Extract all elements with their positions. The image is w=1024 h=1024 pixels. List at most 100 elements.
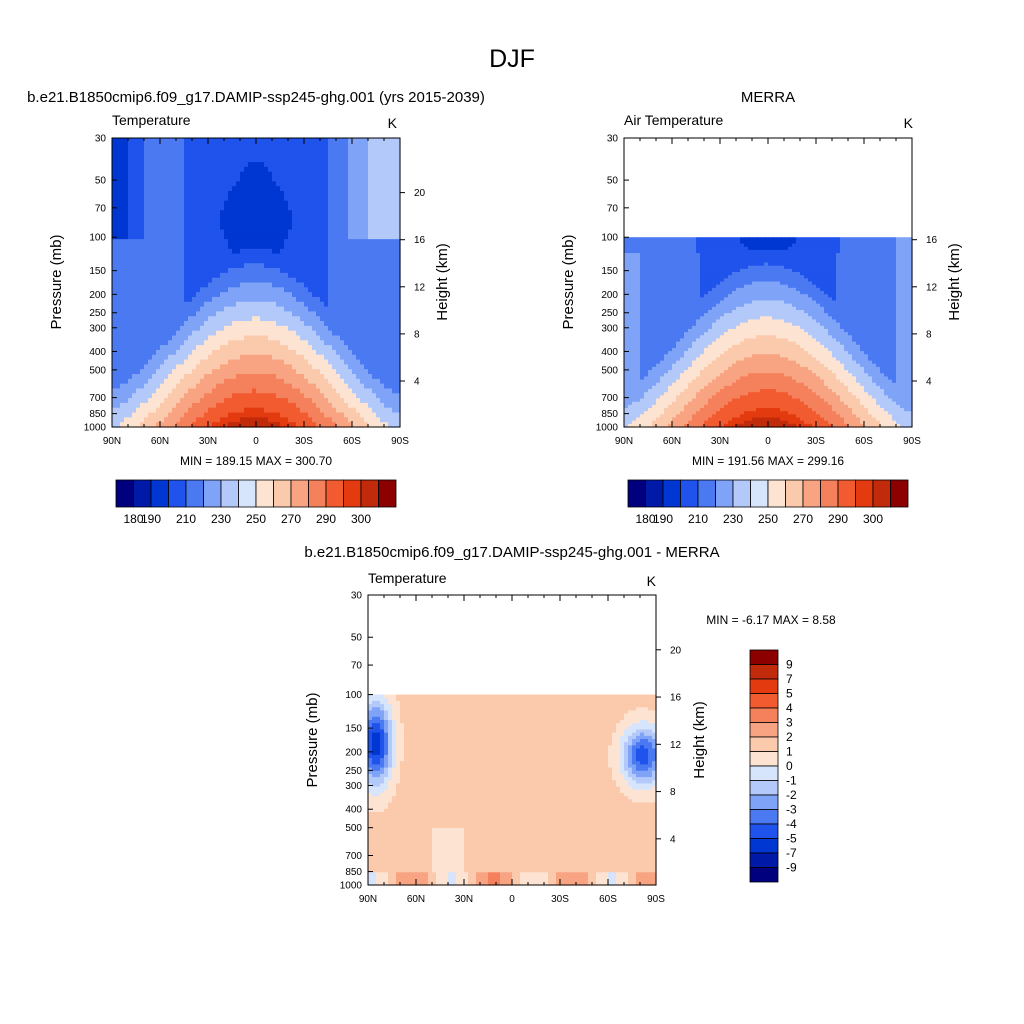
model-temp-cell [288, 345, 293, 351]
model-temp-cell [216, 190, 221, 197]
model-temp-cell [364, 287, 369, 293]
model-temp-cell [164, 301, 169, 308]
model-temp-cell [120, 138, 125, 144]
model-temp-cell [356, 224, 361, 231]
model-temp-cell [152, 340, 157, 346]
model-temp-cell [140, 398, 145, 404]
model-temp-cell [228, 306, 233, 312]
model-temp-cell [248, 219, 253, 226]
model-temp-cell [232, 354, 237, 361]
model-temp-cell [212, 287, 217, 293]
y-tick-label: 200 [89, 290, 106, 301]
model-temp-cell [380, 157, 385, 163]
model-temp-cell [260, 374, 265, 380]
model-temp-cell [276, 359, 281, 365]
model-temp-cell [376, 272, 381, 279]
model-temp-cell [288, 287, 293, 293]
model-temp-cell [276, 393, 281, 399]
model-temp-cell [304, 349, 309, 356]
model-temp-cell [148, 210, 153, 216]
model-temp-cell [340, 301, 345, 308]
model-temp-cell [220, 388, 225, 394]
model-temp-cell [288, 253, 293, 260]
obs-temp-cell [644, 249, 649, 254]
model-temp-cell [268, 219, 273, 226]
model-temp-cell [164, 292, 169, 298]
model-temp-cell [288, 383, 293, 390]
model-temp-cell [216, 253, 221, 260]
obs-temp-cell [628, 373, 633, 377]
model-temp-cell [204, 138, 209, 144]
model-temp-cell [316, 210, 321, 216]
model-temp-cell [172, 412, 177, 418]
model-temp-cell [256, 258, 261, 264]
model-temp-cell [368, 316, 373, 322]
model-temp-cell [348, 176, 353, 182]
model-temp-cell [124, 287, 129, 293]
model-temp-cell [144, 190, 149, 197]
model-temp-cell [160, 364, 165, 370]
obs-temp-cell [656, 297, 661, 302]
model-temp-cell [324, 243, 329, 250]
panel-model-axes: 305070100150200250300400500700850100090N… [84, 134, 426, 448]
model-temp-cell [376, 301, 381, 308]
model-temp-cell [388, 234, 393, 240]
model-temp-cell [120, 181, 125, 187]
model-temp-cell [280, 354, 285, 361]
model-temp-cell [164, 253, 169, 260]
obs-temp-cell [624, 360, 629, 365]
model-temp-cell [260, 176, 265, 182]
model-temp-cell [192, 190, 197, 197]
model-temp-cell [216, 398, 221, 404]
model-temp-cell [120, 243, 125, 250]
model-temp-cell [348, 268, 353, 274]
model-temp-cell [276, 277, 281, 284]
model-temp-cell [196, 147, 201, 154]
model-temp-cell [360, 354, 365, 361]
obs-temp-cell [644, 389, 649, 393]
obs-temp-cell [640, 335, 645, 340]
model-temp-cell [228, 369, 233, 375]
model-temp-cell [264, 263, 269, 269]
model-temp-cell [176, 138, 181, 144]
model-temp-cell [384, 181, 389, 187]
x-tick-label: 30S [295, 436, 313, 447]
model-temp-cell [136, 369, 141, 375]
model-temp-cell [364, 378, 369, 385]
model-temp-cell [128, 239, 133, 245]
model-temp-cell [224, 364, 229, 370]
model-temp-cell [248, 224, 253, 231]
obs-temp-cell [636, 328, 641, 333]
model-temp-cell [336, 296, 341, 303]
model-temp-cell [348, 364, 353, 370]
model-temp-cell [360, 268, 365, 274]
model-temp-cell [296, 354, 301, 361]
model-temp-cell [220, 306, 225, 312]
model-temp-cell [292, 383, 297, 390]
model-temp-cell [336, 215, 341, 221]
model-temp-cell [320, 374, 325, 380]
model-temp-cell [396, 190, 401, 197]
model-temp-cell [176, 417, 181, 423]
model-temp-cell [340, 142, 345, 149]
model-temp-cell [116, 335, 121, 341]
model-temp-cell [280, 301, 285, 308]
colorbar-box [308, 479, 327, 508]
model-temp-cell [260, 248, 265, 255]
model-temp-cell [344, 407, 349, 414]
model-temp-cell [148, 335, 153, 341]
model-temp-cell [140, 224, 145, 231]
model-temp-cell [244, 287, 249, 293]
obs-temp-cell [628, 265, 633, 270]
model-temp-cell [316, 287, 321, 293]
colorbar-box [325, 479, 344, 508]
model-temp-cell [172, 138, 177, 144]
model-temp-cell [260, 378, 265, 385]
model-temp-cell [204, 335, 209, 341]
model-temp-cell [196, 349, 201, 356]
model-temp-cell [200, 243, 205, 250]
model-temp-cell [268, 398, 273, 404]
model-temp-cell [356, 186, 361, 192]
model-temp-cell [164, 402, 169, 409]
model-temp-cell [268, 200, 273, 207]
